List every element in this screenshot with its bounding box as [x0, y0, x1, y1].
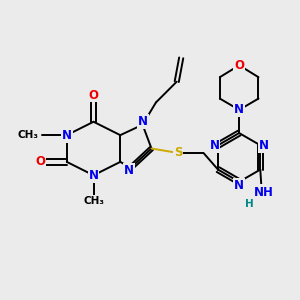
Text: O: O	[35, 155, 45, 168]
Text: N: N	[124, 164, 134, 177]
Text: N: N	[259, 139, 269, 152]
Text: N: N	[234, 103, 244, 116]
Text: N: N	[88, 169, 98, 182]
Text: N: N	[260, 185, 270, 198]
Text: S: S	[174, 146, 182, 160]
Text: N: N	[138, 115, 148, 128]
Text: CH₃: CH₃	[83, 196, 104, 206]
Text: O: O	[88, 88, 98, 101]
Text: N: N	[209, 139, 220, 152]
Text: H: H	[245, 199, 254, 209]
Text: O: O	[234, 59, 244, 72]
Text: NH: NH	[254, 186, 274, 199]
Text: CH₃: CH₃	[17, 130, 38, 140]
Text: N: N	[260, 185, 270, 198]
Text: N: N	[234, 179, 244, 192]
Text: N: N	[62, 129, 72, 142]
